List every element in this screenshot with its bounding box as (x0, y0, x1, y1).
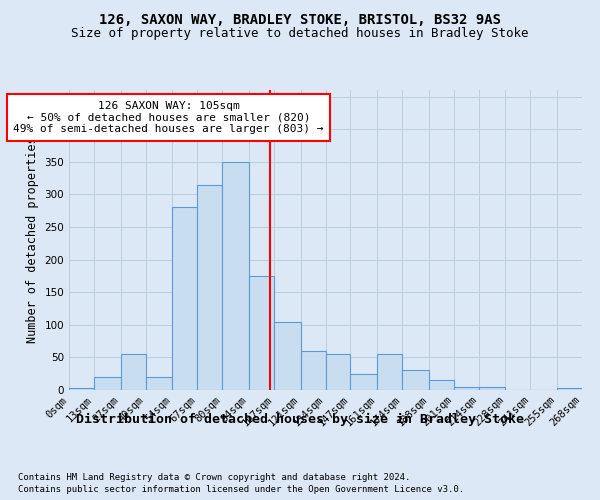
Bar (557, 388, 582, 390)
Bar (325, 354, 350, 390)
Bar (69, 388, 94, 390)
Bar (94, 377, 121, 390)
Bar (454, 386, 479, 390)
Text: Contains public sector information licensed under the Open Government Licence v3: Contains public sector information licen… (18, 485, 464, 494)
Bar (479, 386, 505, 390)
Bar (146, 377, 172, 390)
Text: Distribution of detached houses by size in Bradley Stoke: Distribution of detached houses by size … (76, 412, 524, 426)
Bar (429, 380, 454, 390)
Bar (222, 162, 249, 390)
Bar (197, 184, 222, 390)
Text: 126 SAXON WAY: 105sqm
← 50% of detached houses are smaller (820)
49% of semi-det: 126 SAXON WAY: 105sqm ← 50% of detached … (13, 101, 324, 134)
Text: Contains HM Land Registry data © Crown copyright and database right 2024.: Contains HM Land Registry data © Crown c… (18, 472, 410, 482)
Bar (172, 208, 197, 390)
Bar (402, 370, 429, 390)
Text: Size of property relative to detached houses in Bradley Stoke: Size of property relative to detached ho… (71, 28, 529, 40)
Bar (301, 351, 325, 390)
Bar (377, 354, 402, 390)
Bar (350, 374, 377, 390)
Bar (274, 322, 301, 390)
Bar (121, 354, 146, 390)
Text: 126, SAXON WAY, BRADLEY STOKE, BRISTOL, BS32 9AS: 126, SAXON WAY, BRADLEY STOKE, BRISTOL, … (99, 12, 501, 26)
Y-axis label: Number of detached properties: Number of detached properties (26, 136, 39, 344)
Bar (249, 276, 274, 390)
